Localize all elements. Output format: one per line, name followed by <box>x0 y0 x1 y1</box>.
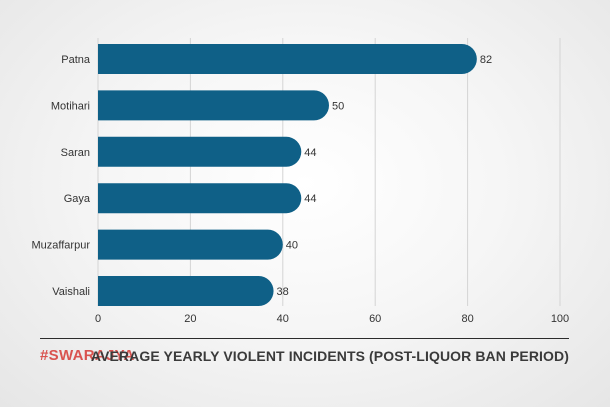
bar <box>98 229 283 260</box>
chart-title: AVERAGE YEARLY VIOLENT INCIDENTS (POST-L… <box>90 348 569 364</box>
data-label: 38 <box>277 286 289 298</box>
x-tick-label: 0 <box>95 313 101 325</box>
bar <box>98 183 302 214</box>
category-label: Patna <box>61 54 91 66</box>
data-label: 40 <box>286 240 298 252</box>
bar <box>98 44 477 74</box>
category-label: Vaishali <box>52 286 90 298</box>
x-tick-label: 100 <box>551 313 569 325</box>
x-tick-label: 60 <box>369 313 381 325</box>
bar <box>98 136 302 167</box>
category-label: Muzaffarpur <box>32 240 91 252</box>
data-label: 50 <box>332 100 344 112</box>
data-label: 44 <box>304 147 316 159</box>
x-tick-label: 40 <box>277 313 289 325</box>
x-tick-label: 20 <box>184 313 196 325</box>
category-label: Gaya <box>64 193 91 205</box>
brand-logo: #SWARAJYA <box>40 347 135 364</box>
footer-divider <box>40 338 569 339</box>
bar <box>98 90 329 121</box>
x-tick-label: 80 <box>461 313 473 325</box>
bar <box>98 276 274 306</box>
data-label: 44 <box>304 193 316 205</box>
data-label: 82 <box>480 54 492 66</box>
category-label: Saran <box>61 147 90 159</box>
category-label: Motihari <box>51 100 90 112</box>
